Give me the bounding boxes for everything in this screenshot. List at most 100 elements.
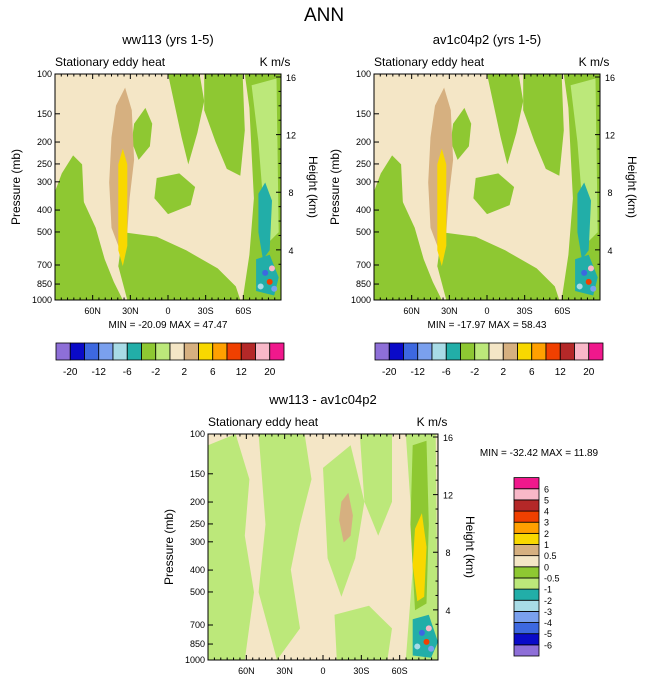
height-axis-label: Height (km): [463, 516, 477, 578]
colorbar-box: [559, 342, 575, 361]
y-axis-label: Pressure (mb): [328, 149, 342, 225]
colorbar-box: [513, 622, 540, 635]
colorbar-box: [513, 566, 540, 579]
y-tick-label: 250: [356, 159, 371, 169]
colorbar-box: [513, 488, 540, 501]
field-region: [359, 434, 392, 536]
field-region: [437, 232, 560, 300]
colorbar-box: [513, 611, 540, 623]
field-speckle: [576, 283, 583, 290]
colorbar-box: [403, 342, 419, 361]
colorbar-label: 6: [210, 367, 216, 378]
x-tick-label: 0: [484, 306, 489, 316]
colorbar-label: 20: [264, 367, 276, 378]
field-speckle: [585, 278, 592, 285]
x-tick-label: 30N: [441, 306, 458, 316]
colorbar-label: -4: [544, 618, 552, 628]
contour-panel: ww113 (yrs 1-5) Stationary eddy heat K m/s…: [9, 32, 320, 331]
colorbar-box: [240, 342, 256, 361]
y-tick-label: 500: [356, 227, 371, 237]
height-tick-label: 4: [445, 606, 450, 616]
field-region: [82, 198, 123, 300]
contour-panel: av1c04p2 (yrs 1-5) Stationary eddy heat K …: [328, 32, 639, 331]
colorbar-box: [513, 599, 540, 612]
colorbar-box: [69, 342, 85, 361]
height-tick-label: 16: [605, 73, 615, 83]
colorbar-label: 2: [500, 367, 506, 378]
field-region: [118, 148, 128, 267]
colorbar-box: [98, 342, 114, 361]
y-tick-label: 200: [37, 137, 52, 147]
field-region: [154, 173, 196, 215]
colorbar-box: [269, 342, 285, 361]
x-tick-label: 60N: [403, 306, 420, 316]
colorbar-label: -0.5: [544, 573, 560, 583]
height-tick-label: 12: [443, 491, 453, 501]
page-title: ANN: [304, 5, 344, 26]
x-tick-label: 30S: [198, 306, 214, 316]
height-tick-label: 8: [445, 548, 450, 558]
y-tick-label: 500: [37, 227, 52, 237]
colorbar-box: [513, 477, 540, 490]
field-speckle: [425, 625, 432, 632]
colorbar-box: [169, 342, 185, 361]
colorbar-label: 1: [544, 540, 549, 550]
colorbar-box: [513, 633, 540, 646]
min-max-label: MIN = -32.42 MAX = 11.89: [480, 448, 599, 459]
y-tick-label: 300: [190, 537, 205, 547]
colorbar-box: [388, 342, 404, 361]
field-region: [374, 155, 411, 300]
y-tick-label: 850: [190, 639, 205, 649]
field-region: [473, 173, 515, 215]
panels: ww113 (yrs 1-5) Stationary eddy heat K m/s…: [9, 32, 639, 676]
field-region: [208, 434, 254, 660]
left-string: Stationary eddy heat: [208, 415, 319, 429]
x-tick-label: 60N: [238, 666, 255, 676]
panel-title: ww113 (yrs 1-5): [121, 32, 214, 47]
panel-title: ww113 - av1c04p2: [268, 392, 376, 407]
field-speckle: [414, 643, 421, 650]
field-region: [401, 198, 442, 300]
colorbar-label: -12: [92, 367, 107, 378]
colorbar-box: [513, 544, 540, 557]
colorbar-box: [183, 342, 199, 361]
x-tick-label: 60N: [84, 306, 101, 316]
colorbar-box: [517, 342, 533, 361]
field-region: [487, 74, 524, 165]
y-tick-label: 400: [190, 565, 205, 575]
y-tick-label: 100: [356, 69, 371, 79]
colorbar-label: -3: [544, 607, 552, 617]
height-tick-label: 8: [607, 188, 612, 198]
colorbar-box: [212, 342, 228, 361]
colorbar-box: [545, 342, 561, 361]
colorbar-box: [374, 342, 390, 361]
field-region: [523, 74, 564, 176]
colorbar-label: -2: [544, 596, 552, 606]
colorbar-label: -20: [63, 367, 78, 378]
height-tick-label: 4: [607, 246, 612, 256]
height-tick-label: 16: [443, 433, 453, 443]
y-tick-label: 300: [356, 177, 371, 187]
colorbar-box: [531, 342, 547, 361]
contour-panel: ww113 - av1c04p2 Stationary eddy heat K m/…: [162, 392, 599, 676]
colorbar-label: 12: [236, 367, 248, 378]
y-tick-label: 1000: [185, 655, 205, 665]
colorbar-box: [141, 342, 157, 361]
height-tick-label: 12: [286, 131, 296, 141]
y-axis-label: Pressure (mb): [162, 509, 176, 585]
x-tick-label: 60S: [235, 306, 251, 316]
x-tick-label: 30S: [517, 306, 533, 316]
field-region: [412, 513, 427, 602]
field-region: [258, 434, 312, 660]
colorbar: -20 -12 -6 -2 2 6 12 20: [374, 342, 604, 378]
panel-title: av1c04p2 (yrs 1-5): [433, 32, 541, 47]
colorbar-box: [112, 342, 128, 361]
y-tick-label: 100: [37, 69, 52, 79]
min-max-label: MIN = -20.09 MAX = 47.47: [109, 320, 228, 331]
colorbar-box: [513, 521, 540, 534]
x-tick-label: 30S: [353, 666, 369, 676]
field-region: [450, 107, 472, 160]
colorbar-label: 5: [544, 495, 549, 505]
y-tick-label: 300: [37, 177, 52, 187]
